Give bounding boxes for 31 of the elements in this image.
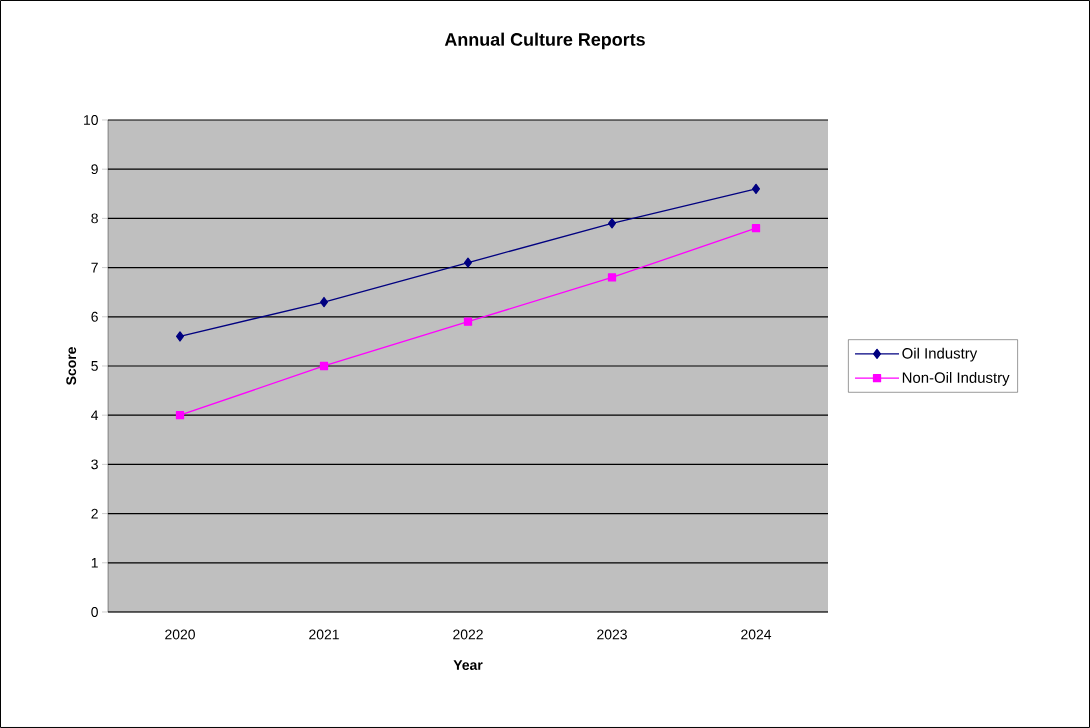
point	[751, 224, 761, 233]
point	[175, 411, 185, 420]
y-tick-label: 10	[84, 115, 98, 125]
x-tick-label: 2021	[309, 629, 339, 640]
point	[607, 273, 617, 282]
y-tick-label: 5	[91, 361, 98, 371]
y-tick-label: 7	[91, 262, 98, 273]
point	[751, 183, 761, 195]
point	[319, 361, 329, 371]
y-tick-label: 9	[91, 164, 98, 175]
point	[319, 296, 329, 308]
y-tick-label: 6	[91, 311, 98, 322]
point	[607, 218, 617, 229]
point	[463, 317, 473, 326]
x-tick-label: 2022	[453, 629, 483, 640]
legend-label: Non-Oil Industry	[902, 371, 1010, 386]
x-tick-label: 2023	[597, 629, 627, 640]
point	[463, 257, 473, 268]
y-tick-label: 8	[91, 213, 98, 224]
y-tick-label: 2	[91, 508, 98, 519]
chart-title: Annual Culture Reports	[444, 32, 645, 50]
x-tick-label: 2020	[165, 629, 195, 640]
y-tick-label: 0	[91, 607, 98, 617]
y-tick-label: 4	[91, 410, 99, 420]
y-tick-label: 3	[91, 459, 98, 470]
x-tick-label: 2024	[741, 629, 772, 640]
legend-label: Oil Industry	[902, 347, 978, 362]
y-axis-title: Score	[66, 347, 77, 385]
point	[175, 331, 185, 342]
y-tick-label: 1	[91, 557, 98, 568]
x-axis-title: Year	[453, 660, 483, 670]
